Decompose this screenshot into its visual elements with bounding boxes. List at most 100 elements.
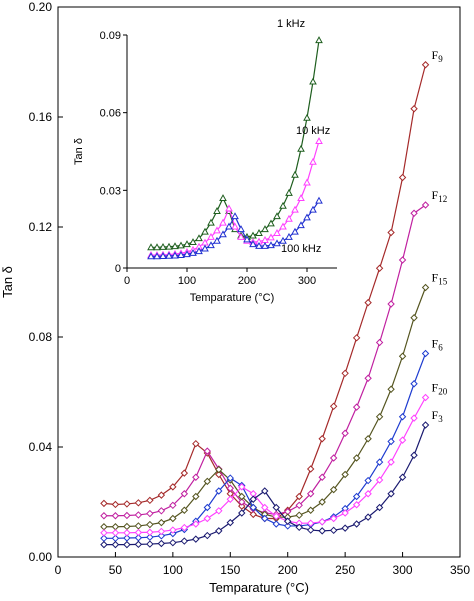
series-label-name: F (432, 337, 439, 351)
data-point (192, 535, 200, 543)
series-label: F12 (432, 188, 448, 204)
data-point (387, 437, 395, 446)
inset-data-point (279, 236, 287, 244)
data-point (341, 509, 349, 517)
data-point (398, 173, 407, 182)
inset-data-point (183, 240, 191, 248)
data-point (146, 520, 154, 529)
inset-data-point (219, 230, 227, 238)
series-label-name: F (432, 381, 439, 395)
inset-data-point (297, 221, 305, 229)
data-point (123, 529, 131, 537)
data-point (341, 524, 349, 532)
inset-series-label: 1 kHz (277, 18, 305, 30)
main-plot-frame (57, 6, 461, 558)
inset-x-tick-label: 0 (124, 275, 130, 287)
data-point (134, 528, 143, 537)
inset-data-point (207, 218, 215, 226)
inset-data-point (147, 252, 155, 260)
inset-data-point (183, 250, 191, 258)
series-label-name: F (432, 188, 439, 202)
data-point (364, 490, 372, 498)
data-point (111, 512, 120, 520)
y-axis-title: Tan δ (0, 266, 15, 298)
data-point (284, 522, 292, 530)
inset-data-point (201, 244, 209, 252)
y-tick-label: 0.12 (29, 220, 53, 234)
data-point (111, 500, 120, 509)
data-point (146, 528, 154, 536)
inset-data-point (189, 238, 197, 246)
series-label-name: F (432, 408, 439, 422)
data-point (157, 491, 166, 499)
data-point (329, 485, 338, 494)
y-tick-label: 0.00 (29, 550, 53, 564)
inset-data-point (273, 212, 281, 220)
inset-data-point (273, 229, 281, 236)
x-tick-label: 150 (220, 563, 240, 577)
inset-data-point (309, 157, 317, 165)
inset-data-point (213, 226, 221, 234)
series-label: F6 (432, 337, 444, 353)
data-point (180, 523, 189, 532)
data-point (295, 501, 303, 510)
data-point (318, 473, 326, 481)
data-point (421, 349, 430, 358)
data-point (169, 514, 177, 523)
data-point (215, 465, 223, 474)
inset-y-tick-label: 0.09 (100, 30, 121, 42)
inset-data-point (165, 242, 173, 250)
data-point (169, 538, 177, 547)
data-point (261, 487, 269, 495)
data-point (375, 503, 384, 512)
data-point (146, 540, 154, 548)
data-point (238, 483, 246, 491)
data-point (238, 502, 246, 510)
series-label-subscript: 3 (438, 414, 443, 424)
inset-data-point (267, 233, 275, 241)
data-point (306, 490, 315, 498)
inset-data-point (273, 239, 281, 247)
data-point (284, 517, 292, 525)
data-point (238, 509, 246, 517)
series-label-subscript: 6 (438, 343, 443, 353)
x-tick-label: 250 (335, 563, 355, 577)
data-point (238, 498, 246, 506)
data-point (364, 435, 372, 443)
inset-data-point (225, 204, 233, 212)
inset-data-point (177, 241, 185, 249)
data-point (226, 495, 234, 503)
inset-data-point (189, 248, 197, 256)
data-point (146, 533, 154, 541)
inset-data-point (291, 227, 299, 235)
series-label-subscript: 20 (438, 387, 448, 397)
data-point (157, 507, 166, 515)
inset-data-point (237, 232, 245, 240)
inset-data-point (153, 252, 161, 260)
inset-data-point (159, 252, 167, 259)
inset-y-tick-label: 0 (115, 263, 121, 275)
inset-series-100-kHz (147, 196, 323, 260)
inset-data-point (219, 218, 227, 226)
inset-data-point (303, 113, 311, 121)
data-point (318, 498, 326, 506)
data-point (272, 512, 280, 521)
data-point (192, 439, 200, 448)
inset-data-point (279, 222, 287, 230)
data-point (295, 492, 303, 501)
inset-data-point (195, 234, 203, 242)
x-tick-label: 0 (55, 563, 62, 577)
inset-data-point (207, 232, 215, 240)
inset-data-point (213, 236, 221, 244)
data-point (329, 526, 338, 535)
series-label-name: F (432, 48, 439, 62)
data-point (157, 518, 166, 527)
inset-data-point (309, 205, 317, 213)
inset-series-line (151, 140, 320, 256)
data-point (410, 380, 418, 388)
data-point (100, 540, 108, 549)
data-point (329, 514, 338, 523)
data-point (295, 511, 303, 519)
inset-data-point (153, 243, 161, 251)
